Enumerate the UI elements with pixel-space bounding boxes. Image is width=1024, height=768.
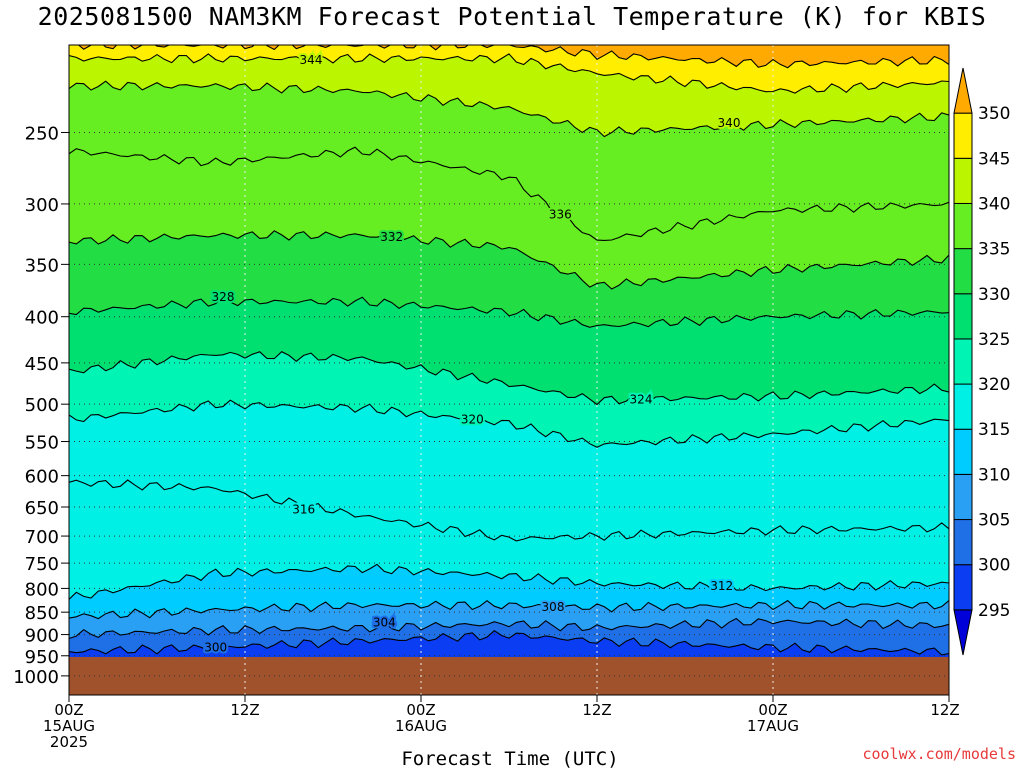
colorbar-arrow-low <box>953 609 973 656</box>
contour-label-312: 312 <box>710 579 733 593</box>
colorbar-box-8 <box>953 248 973 295</box>
contour-label-332: 332 <box>380 230 403 244</box>
y-tick-label-900: 900 <box>25 626 59 647</box>
y-tick-label-750: 750 <box>25 554 59 575</box>
contour-label-300: 300 <box>204 640 227 654</box>
contour-324 <box>69 351 949 406</box>
contour-label-320: 320 <box>461 412 484 426</box>
contour-304 <box>69 617 949 640</box>
y-tick-label-800: 800 <box>25 579 59 600</box>
x-tick-label-0-1: 15AUG <box>43 717 95 735</box>
colorbar-box-4 <box>953 428 973 475</box>
colorbar-label-325: 325 <box>978 330 1010 350</box>
y-tick-label-350: 350 <box>25 255 59 276</box>
x-axis-label: Forecast Time (UTC) <box>401 748 618 768</box>
contour-320 <box>69 399 949 448</box>
contour-340 <box>69 80 949 138</box>
colorbar-label-315: 315 <box>978 420 1010 440</box>
contour-312 <box>69 563 949 600</box>
contour-label-328: 328 <box>212 290 235 304</box>
x-tick-label-0-0: 00Z <box>54 701 83 719</box>
y-tick-label-400: 400 <box>25 308 59 329</box>
contour-332 <box>69 230 949 290</box>
plot-frame <box>68 44 950 696</box>
contour-344 <box>69 53 949 94</box>
colorbar-label-340: 340 <box>978 194 1010 214</box>
colorbar-box-5 <box>953 383 973 430</box>
colorbar-label-300: 300 <box>978 556 1010 576</box>
colorbar-label-330: 330 <box>978 285 1010 305</box>
colorbar-label-295: 295 <box>978 601 1010 621</box>
colorbar-box-3 <box>953 473 973 521</box>
y-tick-label-250: 250 <box>25 123 59 144</box>
source-credit: coolwx.com/models <box>862 745 1016 763</box>
x-tick-label-48-0: 00Z <box>758 701 787 719</box>
colorbar-box-2 <box>953 519 973 566</box>
contour-316 <box>69 479 949 542</box>
y-tick-label-850: 850 <box>25 603 59 624</box>
colorbar-box-11 <box>953 112 973 159</box>
contour-300 <box>69 630 949 656</box>
contour-label-324: 324 <box>630 393 653 407</box>
y-tick-label-600: 600 <box>25 467 59 488</box>
contour-328 <box>69 296 949 328</box>
y-tick-label-450: 450 <box>25 354 59 375</box>
x-tick-label-0-2: 2025 <box>50 733 88 751</box>
contour-label-336: 336 <box>549 208 572 222</box>
colorbar-box-10 <box>953 157 973 204</box>
x-tick-label-24-0: 00Z <box>406 701 435 719</box>
colorbar-label-335: 335 <box>978 240 1010 260</box>
x-tick-label-48-1: 17AUG <box>747 717 799 735</box>
contour-label-316: 316 <box>292 503 315 517</box>
colorbar-label-305: 305 <box>978 511 1010 531</box>
contour-label-340: 340 <box>718 116 741 130</box>
y-tick-label-300: 300 <box>25 195 59 216</box>
contour-336 <box>69 146 949 241</box>
y-tick-label-700: 700 <box>25 527 59 548</box>
colorbar-box-7 <box>953 293 973 340</box>
y-tick-label-550: 550 <box>25 433 59 454</box>
y-tick-label-950: 950 <box>25 647 59 668</box>
contour-label-304: 304 <box>373 616 396 630</box>
colorbar-label-345: 345 <box>978 149 1010 169</box>
colorbar-arrow-high <box>953 67 973 114</box>
y-tick-label-1000: 1000 <box>13 667 59 688</box>
colorbar-label-320: 320 <box>978 375 1010 395</box>
y-tick-label-650: 650 <box>25 498 59 519</box>
contour-label-308: 308 <box>542 600 565 614</box>
y-tick-label-500: 500 <box>25 395 59 416</box>
colorbar-box-9 <box>953 202 973 250</box>
colorbar-label-310: 310 <box>978 465 1010 485</box>
x-tick-label-24-1: 16AUG <box>395 717 447 735</box>
contour-308 <box>69 599 949 620</box>
colorbar-box-1 <box>953 564 973 611</box>
colorbar-box-6 <box>953 338 973 385</box>
contour-label-344: 344 <box>300 53 323 67</box>
chart-title: 2025081500 NAM3KM Forecast Potential Tem… <box>37 2 987 31</box>
x-tick-label-12-0: 12Z <box>230 701 259 719</box>
x-tick-label-36-0: 12Z <box>582 701 611 719</box>
colorbar-label-350: 350 <box>978 104 1010 124</box>
x-tick-label-60-0: 12Z <box>930 701 959 719</box>
